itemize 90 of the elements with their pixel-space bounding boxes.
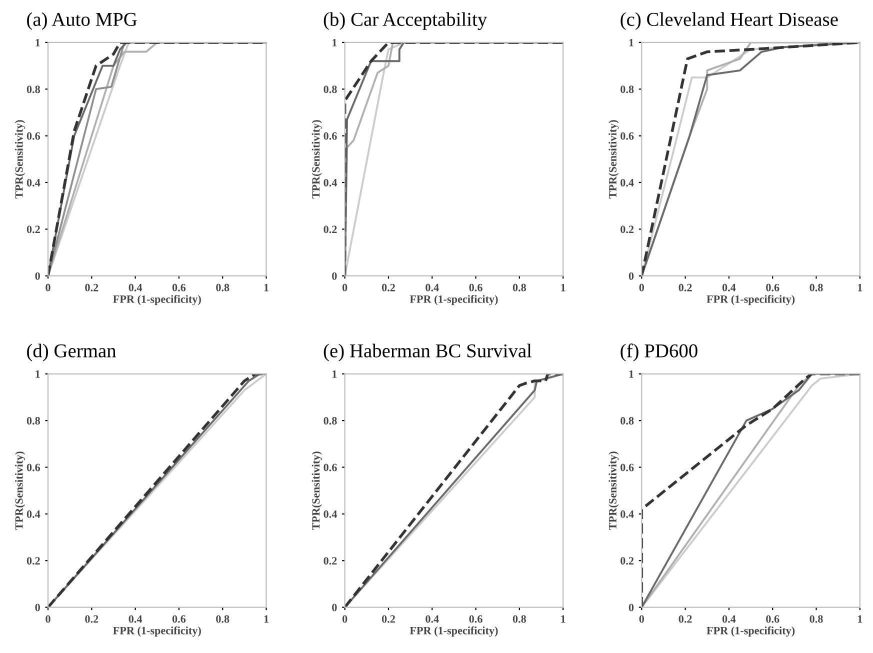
chart-title: (f) PD600 bbox=[620, 344, 698, 362]
x-tick-label: 1 bbox=[561, 284, 566, 292]
x-axis-title: FPR (1-specificity) bbox=[706, 626, 795, 637]
y-tick-label: 0.6 bbox=[620, 132, 634, 140]
x-axis-title: FPR (1-specificity) bbox=[113, 626, 201, 637]
x-tick-label: 0.6 bbox=[469, 284, 482, 292]
x-tick-label: 0.4 bbox=[722, 615, 736, 623]
chart-title: (e) Haberman BC Survival bbox=[324, 344, 532, 362]
x-tick-label: 0.8 bbox=[810, 284, 823, 292]
x-axis-title: FPR (1-specificity) bbox=[113, 294, 201, 306]
y-tick-label: 0.8 bbox=[324, 417, 337, 425]
y-tick-label: 0.8 bbox=[26, 417, 40, 425]
x-tick-label: 1 bbox=[264, 615, 268, 623]
y-tick-label: 0.8 bbox=[26, 86, 40, 94]
y-tick-label: 0.4 bbox=[620, 510, 634, 518]
y-tick-label: 0.2 bbox=[620, 557, 634, 565]
x-tick-label: 0.6 bbox=[766, 284, 780, 292]
x-tick-label: 0.6 bbox=[766, 615, 780, 623]
y-tick-label: 1 bbox=[332, 370, 337, 378]
x-tick-label: 0 bbox=[46, 284, 50, 292]
x-tick-label: 0.2 bbox=[382, 284, 395, 292]
x-tick-label: 0.8 bbox=[512, 615, 526, 623]
y-tick-label: 0.4 bbox=[26, 178, 40, 186]
x-tick-label: 0.8 bbox=[216, 284, 230, 292]
y-tick-label: 0 bbox=[332, 604, 337, 612]
y-tick-label: 0.6 bbox=[324, 464, 337, 472]
x-tick-label: 1 bbox=[858, 615, 862, 623]
y-tick-label: 1 bbox=[36, 370, 40, 378]
x-tick-label: 0.6 bbox=[172, 615, 186, 623]
x-tick-label: 1 bbox=[561, 615, 566, 623]
x-axis-title: FPR (1-specificity) bbox=[410, 294, 498, 306]
y-axis-title: TPR(Sensitivity) bbox=[14, 452, 26, 530]
y-axis-title: TPR(Sensitivity) bbox=[608, 452, 619, 530]
x-tick-label: 0.2 bbox=[382, 615, 395, 623]
y-tick-label: 0.6 bbox=[26, 132, 40, 140]
y-axis-title: TPR(Sensitivity) bbox=[608, 120, 619, 198]
x-tick-label: 0.8 bbox=[512, 284, 526, 292]
y-tick-label: 1 bbox=[332, 38, 337, 46]
x-tick-label: 0 bbox=[342, 615, 348, 623]
x-tick-label: 0 bbox=[46, 615, 50, 623]
chart-title: (a) Auto MPG bbox=[27, 12, 137, 30]
x-tick-label: 1 bbox=[858, 284, 862, 292]
y-tick-label: 0 bbox=[35, 272, 40, 280]
y-tick-label: 0.4 bbox=[324, 510, 337, 518]
y-tick-label: 0.8 bbox=[620, 417, 634, 425]
y-tick-label: 0.2 bbox=[26, 557, 40, 565]
chart-title: (c) Cleveland Heart Disease bbox=[620, 12, 838, 30]
x-tick-label: 0 bbox=[342, 284, 348, 292]
y-tick-label: 0 bbox=[35, 604, 40, 612]
x-tick-label: 0.8 bbox=[216, 615, 230, 623]
y-tick-label: 0.2 bbox=[26, 226, 40, 234]
y-axis-title: TPR(Sensitivity) bbox=[312, 120, 322, 198]
x-tick-label: 0.2 bbox=[678, 615, 692, 623]
x-tick-label: 0 bbox=[639, 284, 644, 292]
y-axis-title: TPR(Sensitivity) bbox=[14, 120, 26, 198]
x-axis-title: FPR (1-specificity) bbox=[410, 626, 498, 637]
x-axis-title: FPR (1-specificity) bbox=[706, 294, 795, 306]
x-tick-label: 0.6 bbox=[172, 284, 186, 292]
y-tick-label: 0.2 bbox=[324, 557, 337, 565]
x-tick-label: 0 bbox=[639, 615, 644, 623]
y-tick-label: 1 bbox=[629, 38, 634, 46]
x-tick-label: 0.4 bbox=[128, 284, 142, 292]
x-tick-label: 0.6 bbox=[469, 615, 482, 623]
y-tick-label: 0.2 bbox=[620, 226, 634, 234]
y-tick-label: 0 bbox=[332, 272, 337, 280]
x-tick-label: 0.2 bbox=[85, 615, 98, 623]
x-tick-label: 0.8 bbox=[810, 615, 823, 623]
y-tick-label: 0.8 bbox=[324, 86, 337, 94]
y-tick-label: 1 bbox=[36, 38, 40, 46]
x-tick-label: 0.2 bbox=[678, 284, 692, 292]
x-tick-label: 0.4 bbox=[128, 615, 142, 623]
y-tick-label: 1 bbox=[629, 370, 634, 378]
x-tick-label: 0.4 bbox=[426, 615, 439, 623]
y-tick-label: 0.8 bbox=[620, 86, 634, 94]
y-tick-label: 0.6 bbox=[26, 464, 40, 472]
y-axis-title: TPR(Sensitivity) bbox=[312, 452, 322, 530]
x-tick-label: 0.4 bbox=[426, 284, 439, 292]
y-tick-label: 0 bbox=[628, 272, 634, 280]
y-tick-label: 0.6 bbox=[324, 132, 337, 140]
x-tick-label: 0.4 bbox=[722, 284, 736, 292]
y-tick-label: 0 bbox=[628, 604, 634, 612]
chart-title: (d) German bbox=[27, 344, 116, 362]
y-tick-label: 0.4 bbox=[620, 178, 634, 186]
y-tick-label: 0.4 bbox=[324, 178, 337, 186]
x-tick-label: 1 bbox=[264, 284, 268, 292]
y-tick-label: 0.4 bbox=[26, 510, 40, 518]
x-tick-label: 0.2 bbox=[85, 284, 98, 292]
chart-title: (b) Car Acceptability bbox=[324, 12, 488, 30]
y-tick-label: 0.2 bbox=[324, 226, 337, 234]
y-tick-label: 0.6 bbox=[620, 464, 634, 472]
